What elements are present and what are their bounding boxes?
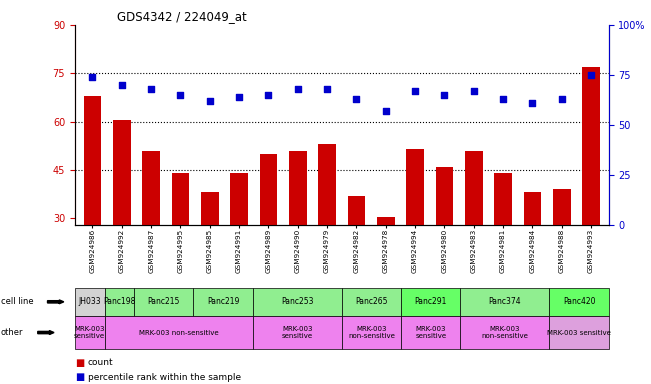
Text: Panc420: Panc420 <box>562 297 595 306</box>
Bar <box>348 196 365 315</box>
Text: MRK-003 sensitive: MRK-003 sensitive <box>547 329 611 336</box>
Bar <box>201 192 219 315</box>
Bar <box>523 192 541 315</box>
Text: MRK-003
non-sensitive: MRK-003 non-sensitive <box>482 326 529 339</box>
Point <box>527 100 538 106</box>
Point <box>175 92 186 98</box>
Text: MRK-003
sensitive: MRK-003 sensitive <box>415 326 447 339</box>
Text: other: other <box>1 328 23 337</box>
Text: Panc219: Panc219 <box>207 297 240 306</box>
Bar <box>377 217 395 315</box>
Text: percentile rank within the sample: percentile rank within the sample <box>88 372 241 382</box>
Point <box>117 82 127 88</box>
Point <box>352 96 362 102</box>
Bar <box>230 173 248 315</box>
Text: ■: ■ <box>75 358 84 368</box>
Point <box>322 86 332 92</box>
Bar <box>260 154 277 315</box>
Text: Panc291: Panc291 <box>415 297 447 306</box>
Point <box>498 96 508 102</box>
Text: Panc215: Panc215 <box>148 297 180 306</box>
Bar <box>318 144 336 315</box>
Text: GDS4342 / 224049_at: GDS4342 / 224049_at <box>117 10 247 23</box>
Text: Panc374: Panc374 <box>488 297 521 306</box>
Bar <box>582 67 600 315</box>
Point <box>586 72 596 78</box>
Point <box>87 74 98 80</box>
Point <box>410 88 421 94</box>
Text: Panc198: Panc198 <box>103 297 135 306</box>
Bar <box>289 151 307 315</box>
Text: MRK-003
non-sensitive: MRK-003 non-sensitive <box>348 326 395 339</box>
Text: MRK-003 non-sensitive: MRK-003 non-sensitive <box>139 329 219 336</box>
Bar <box>406 149 424 315</box>
Bar <box>143 151 160 315</box>
Point <box>234 94 244 100</box>
Point <box>469 88 479 94</box>
Bar <box>172 173 189 315</box>
Point <box>557 96 567 102</box>
Bar <box>465 151 482 315</box>
Text: MRK-003
sensitive: MRK-003 sensitive <box>282 326 313 339</box>
Text: Panc265: Panc265 <box>355 297 388 306</box>
Bar <box>494 173 512 315</box>
Point <box>204 98 215 104</box>
Bar <box>553 189 570 315</box>
Text: MRK-003
sensitive: MRK-003 sensitive <box>74 326 105 339</box>
Bar <box>113 120 131 315</box>
Text: count: count <box>88 358 113 367</box>
Bar <box>436 167 453 315</box>
Point <box>146 86 156 92</box>
Point <box>263 92 273 98</box>
Point <box>439 92 450 98</box>
Point <box>292 86 303 92</box>
Text: Panc253: Panc253 <box>281 297 314 306</box>
Point <box>381 108 391 114</box>
Text: JH033: JH033 <box>78 297 101 306</box>
Text: ■: ■ <box>75 372 84 382</box>
Bar <box>84 96 102 315</box>
Text: cell line: cell line <box>1 297 33 306</box>
